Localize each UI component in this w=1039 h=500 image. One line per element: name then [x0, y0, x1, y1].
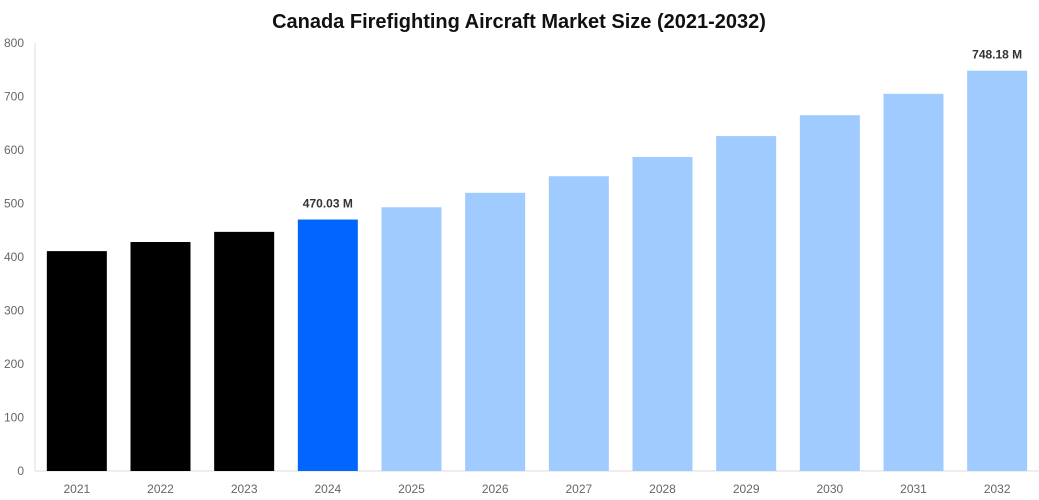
y-tick-label: 0 [17, 464, 24, 478]
y-tick-label: 600 [4, 143, 24, 157]
bar-2031 [883, 93, 944, 471]
bar-2022 [130, 242, 191, 471]
x-tick-label: 2025 [398, 482, 425, 496]
x-tick-label: 2021 [63, 482, 90, 496]
y-tick-label: 100 [4, 411, 24, 425]
x-tick-label: 2029 [733, 482, 760, 496]
data-label: 748.18 M [972, 48, 1022, 62]
y-tick-label: 300 [4, 304, 24, 318]
x-tick-label: 2024 [314, 482, 341, 496]
y-tick-label: 400 [4, 250, 24, 264]
data-label: 470.03 M [303, 197, 353, 211]
bar-2021 [46, 251, 107, 471]
y-tick-label: 200 [4, 357, 24, 371]
x-tick-label: 2030 [816, 482, 843, 496]
x-tick-label: 2027 [565, 482, 592, 496]
bar-2023 [214, 231, 275, 471]
x-tick-label: 2022 [147, 482, 174, 496]
bar-2029 [716, 136, 777, 471]
bar-2024 [297, 219, 358, 471]
y-tick-label: 700 [4, 90, 24, 104]
x-tick-label: 2031 [900, 482, 927, 496]
x-tick-label: 2023 [231, 482, 258, 496]
y-tick-label: 500 [4, 197, 24, 211]
bar-2028 [632, 156, 693, 471]
x-tick-label: 2026 [482, 482, 509, 496]
y-tick-label: 800 [4, 36, 24, 50]
x-tick-label: 2032 [984, 482, 1011, 496]
bar-2025 [381, 207, 442, 471]
bar-2030 [799, 115, 860, 471]
chart-title: Canada Firefighting Aircraft Market Size… [272, 11, 766, 33]
bar-2027 [548, 176, 609, 471]
x-tick-label: 2028 [649, 482, 676, 496]
bar-2032 [967, 70, 1028, 472]
bar-2026 [465, 192, 526, 472]
